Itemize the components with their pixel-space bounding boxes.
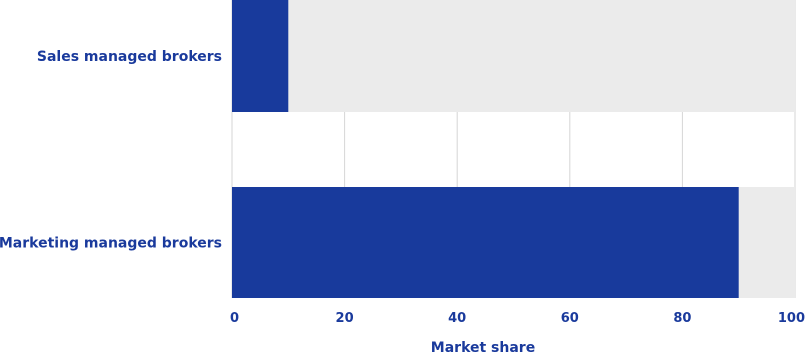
category-label: Sales managed brokers [37,49,222,65]
bar-track [232,0,795,112]
x-tick-label: 40 [448,311,466,326]
x-tick-label: 80 [673,311,691,326]
category-label: Marketing managed brokers [0,236,222,252]
x-tick-label: 100 [778,311,805,326]
bars [232,0,739,298]
bar [232,0,289,112]
x-tick-label: 20 [336,311,354,326]
x-axis-title: Market share [431,340,535,355]
category-labels: Sales managed brokers Marketing managed b… [0,49,222,252]
x-tick-label: 60 [561,311,579,326]
x-tick-label: 0 [230,311,239,326]
bar [232,187,739,298]
x-tick-labels: 0 20 40 60 80 100 [230,311,805,326]
